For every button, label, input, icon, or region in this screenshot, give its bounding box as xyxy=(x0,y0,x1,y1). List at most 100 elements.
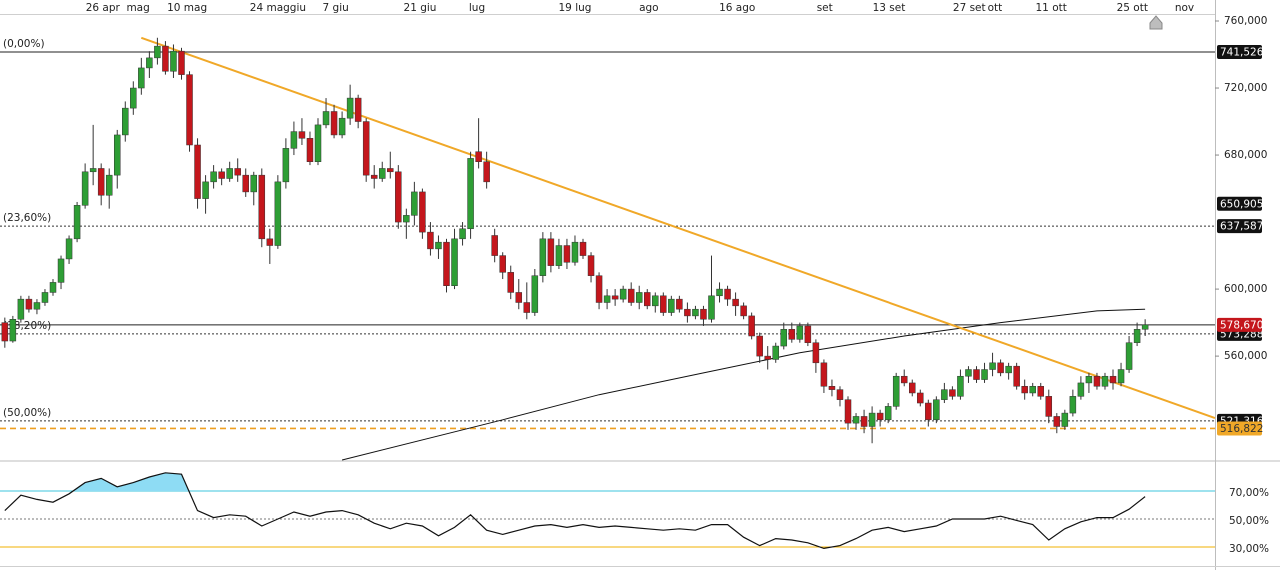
candle-body xyxy=(378,168,386,179)
candle-body xyxy=(258,174,266,240)
x-tick-label: 16 ago xyxy=(719,2,755,14)
indicator-tick-label: 70,00% xyxy=(1229,487,1269,499)
candle-body xyxy=(997,362,1004,374)
price-panel: (0,00%)(23,60%)(38,20%)(50,00%) xyxy=(0,36,1216,461)
candle-body xyxy=(354,97,362,122)
candle-body xyxy=(274,181,282,246)
candle-body xyxy=(73,205,81,240)
candle-body xyxy=(660,295,667,313)
level-label: 650,905 xyxy=(1220,198,1263,210)
candle-body xyxy=(154,45,161,59)
candle-body xyxy=(531,275,539,313)
candle-body xyxy=(507,272,514,293)
candle-body xyxy=(170,50,177,72)
candle-body xyxy=(772,345,779,360)
candle-body xyxy=(692,308,699,317)
level-label-bg xyxy=(1217,219,1262,234)
candle-body xyxy=(362,121,370,176)
candle-body xyxy=(1013,365,1020,387)
candle-body xyxy=(178,50,185,75)
candle-body xyxy=(900,375,908,384)
y-tick-label: 720,000 xyxy=(1224,82,1267,94)
candle-body xyxy=(242,174,249,193)
x-tick-label: 19 lug xyxy=(559,2,592,14)
candle-body xyxy=(925,402,932,421)
candle-body xyxy=(146,57,153,69)
candle-body xyxy=(411,191,418,216)
x-tick-label: 25 ott xyxy=(1117,2,1148,14)
candle-body xyxy=(539,238,547,276)
candle-body xyxy=(330,111,338,136)
candle-body xyxy=(740,305,747,317)
level-tag: (50,00%) xyxy=(3,407,51,419)
candle-body xyxy=(708,295,715,320)
home-icon[interactable] xyxy=(1149,15,1163,30)
candle-body xyxy=(780,329,788,347)
candle-body xyxy=(909,382,916,394)
candle-body xyxy=(595,275,603,303)
candle-body xyxy=(218,171,225,179)
candle-body xyxy=(1,322,9,342)
candle-body xyxy=(49,282,57,293)
candle-body xyxy=(298,131,306,139)
candle-body xyxy=(322,111,330,126)
candle-body xyxy=(989,362,996,370)
candle-body xyxy=(467,158,474,230)
candle-body xyxy=(25,298,33,310)
candle-body xyxy=(1141,324,1149,330)
candle-body xyxy=(804,325,812,343)
x-tick-label: nov xyxy=(1175,2,1194,14)
level-label: 741,526 xyxy=(1220,46,1264,58)
y-tick-label: 600,000 xyxy=(1224,283,1267,295)
x-tick-label: 10 mag xyxy=(167,2,207,14)
candle-body xyxy=(1133,329,1141,343)
indicator-overbought-fill xyxy=(4,472,1146,492)
candle-body xyxy=(1109,375,1117,384)
candle-body xyxy=(716,288,723,297)
axes: 26 apr mag 10 mag 24 mag giu 7 giu 21 giu lug 19… xyxy=(86,2,1269,555)
candle-body xyxy=(1053,416,1061,427)
candle-body xyxy=(65,238,73,260)
level-tag: (23,60%) xyxy=(3,212,51,224)
candle-body xyxy=(876,412,884,421)
candle-body xyxy=(844,399,852,424)
y-tick-label: 560,000 xyxy=(1224,350,1267,362)
candle-body xyxy=(796,325,804,340)
x-tick-label: mag xyxy=(126,2,149,14)
candle-body xyxy=(282,148,290,183)
x-tick-label: lug xyxy=(469,2,485,14)
candle-body xyxy=(306,138,314,162)
y-tick-label: 680,000 xyxy=(1224,149,1267,161)
candle-body xyxy=(603,295,611,303)
candle-body xyxy=(563,245,571,263)
indicator-tick-label: 50,00% xyxy=(1229,515,1269,527)
candle-body xyxy=(668,298,675,313)
candle-body xyxy=(17,298,25,320)
candle-body xyxy=(1021,386,1028,394)
candle-body xyxy=(820,362,828,387)
candle-body xyxy=(619,288,627,300)
candle-body xyxy=(370,174,378,179)
candle-body xyxy=(1117,369,1125,384)
candle-body xyxy=(499,255,506,273)
candle-body xyxy=(933,399,940,421)
candle-body xyxy=(234,168,241,176)
candle-body xyxy=(1069,396,1077,414)
candle-body xyxy=(724,288,731,300)
indicator-panel xyxy=(0,472,1215,550)
x-tick-label: giu xyxy=(290,2,306,14)
moving-average xyxy=(341,308,1146,461)
x-tick-label: 7 giu xyxy=(323,2,349,14)
candle-body xyxy=(1077,382,1085,397)
candle-body xyxy=(419,191,426,233)
candle-body xyxy=(122,107,129,136)
candle-body xyxy=(1085,375,1093,384)
candle-body xyxy=(684,308,691,317)
candle-body xyxy=(1125,342,1133,370)
candle-body xyxy=(1093,375,1101,387)
candle-body xyxy=(941,389,948,400)
candle-body xyxy=(314,124,322,162)
level-label: 637,587 xyxy=(1220,221,1263,233)
